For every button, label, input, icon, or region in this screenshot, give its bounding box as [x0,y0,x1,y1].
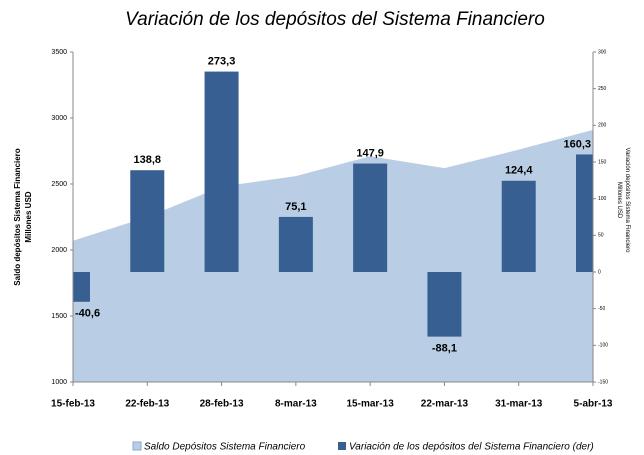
bar [353,163,388,272]
y2-tick-label: 100 [598,196,607,202]
y2-tick-label: 200 [598,123,607,129]
data-label: 138,8 [134,154,162,166]
x-tick-label: 8-mar-13 [275,399,317,410]
y2-tick-label: 150 [598,159,607,165]
x-tick-label: 22-mar-13 [421,399,469,410]
bar [204,71,239,272]
legend-swatch [338,442,346,450]
y2-tick-label: -100 [598,343,608,349]
bar [73,272,90,302]
bar [130,170,165,272]
y-tick-label: 2000 [51,247,67,254]
bar [576,154,593,272]
y2-tick-label: 250 [598,86,607,92]
y-tick-label: 2500 [51,181,67,188]
x-tick-label: 5-abr-13 [574,399,613,410]
y-tick-label: 3500 [51,49,67,56]
y2-axis-title-line: Variación depósitos Sistema Financiero [624,148,630,254]
chart-title: Variación de los depósitos del Sistema F… [125,9,545,30]
data-label: -88,1 [432,343,457,355]
y2-axis-title-line: Millones USD [616,182,622,219]
legend-label: Saldo Depósitos Sistema Financiero [144,442,306,453]
data-label: -40,6 [75,308,100,320]
y-axis-title: Saldo depósitos Sistema Financiero Millon… [13,148,33,285]
y-tick-label: 1000 [51,379,67,386]
data-label: 124,4 [505,165,533,177]
y2-tick-label: 50 [598,233,604,239]
y-axis-title-line: Saldo depósitos Sistema Financiero [13,148,22,285]
plot-area [73,71,593,382]
data-label: 273,3 [208,55,236,67]
bar [427,272,462,337]
legend-label: Variación de los depósitos del Sistema F… [349,442,594,453]
y2-tick-label: 300 [598,49,607,55]
data-label: 147,9 [356,147,384,159]
x-tick-label: 31-mar-13 [495,399,543,410]
y2-tick-label: 0 [598,269,601,275]
bar [278,216,313,272]
y2-tick-label: -50 [598,306,605,312]
x-tick-label: 28-feb-13 [200,399,244,410]
x-tick-label: 15-feb-13 [51,399,95,410]
x-tick-label: 22-feb-13 [125,399,169,410]
data-label: 75,1 [285,201,306,213]
data-label: 160,3 [563,138,591,150]
y2-tick-label: -150 [598,379,608,385]
y-axis-title-line: Millones USD [24,191,33,242]
area [73,129,593,382]
bar [501,180,536,272]
x-tick-label: 15-mar-13 [347,399,395,410]
y2-axis-title: Variación depósitos Sistema FinancieroMi… [616,148,630,254]
legend-swatch [132,441,142,451]
y-tick-label: 3000 [51,115,67,122]
y-tick-label: 1500 [51,313,67,320]
